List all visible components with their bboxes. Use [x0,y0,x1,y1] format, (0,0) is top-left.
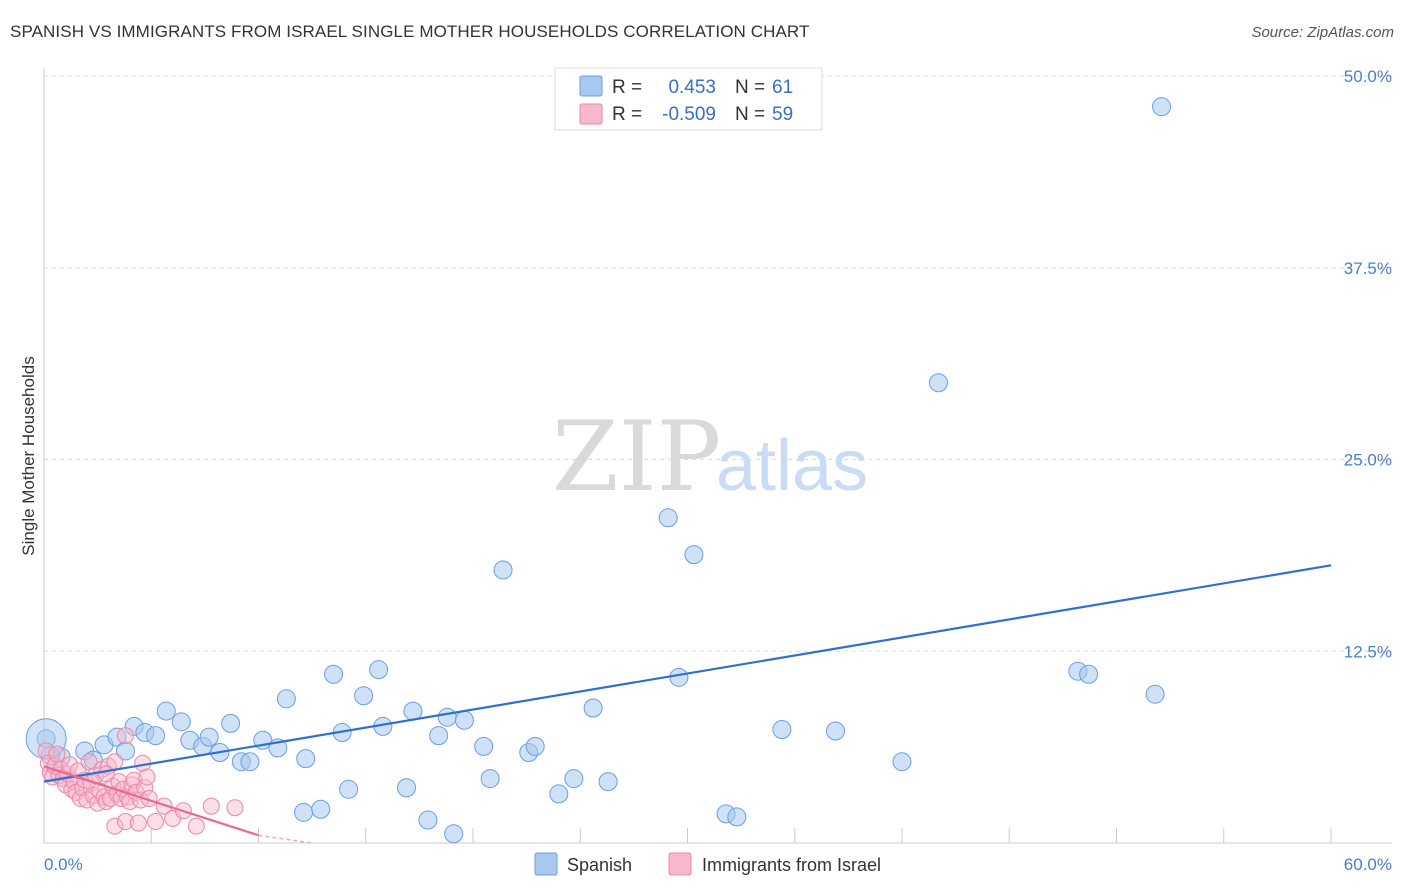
trendlines [43,564,1332,844]
data-point [187,817,205,835]
data-point [146,726,166,746]
bottom-legend-label-spanish: Spanish [567,855,632,875]
data-point [83,750,103,770]
data-point [474,736,494,756]
data-point [138,768,156,786]
data-point [397,778,417,798]
axes [43,68,1392,844]
data-point [658,508,678,528]
data-point [97,765,115,783]
trendline-spanish [43,564,1332,783]
legend-r-label-2: R = [612,104,642,125]
data-point [684,545,704,565]
data-point [156,701,176,721]
legend-r-value-2: -0.509 [662,104,716,125]
data-point [564,769,584,789]
data-point [583,698,603,718]
data-point [116,741,136,761]
data-point [418,810,438,830]
legend-n-label-1: N = [735,77,765,98]
watermark-atlas: atlas [716,426,868,506]
data-point [354,686,374,706]
data-point [493,560,513,580]
bottom-legend-swatch-spanish [534,852,558,876]
legend-n-value-2: 59 [772,104,793,125]
data-point [429,726,449,746]
watermark: ZIP atlas [552,401,868,513]
data-point [202,797,220,815]
x-axis-ticks [43,828,1332,843]
data-point [727,807,747,827]
y-axis-label: Single Mother Households [19,356,38,555]
legend-r-label-1: R = [612,77,642,98]
legend-swatch-spanish [579,75,603,97]
trendline-israel-extension [258,834,313,844]
data-point [147,813,165,831]
data-point [106,817,124,835]
bottom-legend-swatch-israel [668,852,692,876]
data-point [123,776,141,794]
y-tick-labels: 12.5% 25.0% 37.5% 50.0% [1344,67,1392,661]
series-spanish-points [25,97,1172,844]
data-point [71,790,89,808]
watermark-zip: ZIP [552,401,721,513]
y-tick-label: 50.0% [1344,67,1392,86]
data-point [61,756,79,774]
data-point [339,779,359,799]
data-point [276,689,296,709]
data-point [107,727,127,747]
data-point [1145,684,1165,704]
data-point [117,813,135,831]
data-point [598,772,618,792]
data-point [240,752,260,772]
data-point [80,753,98,771]
data-point [221,713,241,733]
data-point [226,799,244,817]
trendline-israel [43,765,259,837]
data-point [525,736,545,756]
data-point [403,701,423,721]
data-point [155,797,173,815]
data-point [296,749,316,769]
data-point [826,721,846,741]
data-point [129,814,147,832]
data-point [437,707,457,727]
data-point [480,769,500,789]
legend-swatch-israel [579,103,603,125]
data-point [369,660,389,680]
data-point [1152,97,1172,117]
data-point [454,710,474,730]
chart-title: SPANISH VS IMMIGRANTS FROM ISRAEL SINGLE… [10,22,810,41]
legend: R = 0.453 N = 61 R = -0.509 N = 59 [554,67,823,131]
y-tick-label: 37.5% [1344,259,1392,278]
data-point [136,779,154,797]
source-label: Source: ZipAtlas.com [1251,24,1394,41]
x-tick-label-max: 60.0% [1344,855,1392,874]
data-point [928,373,948,393]
legend-n-label-2: N = [735,104,765,125]
grid-lines [44,75,1392,652]
data-point [1079,664,1099,684]
y-tick-label: 25.0% [1344,451,1392,470]
y-tick-label: 12.5% [1344,642,1392,661]
legend-r-value-1: 0.453 [668,77,716,98]
data-point [772,719,792,739]
bottom-legend: Spanish Immigrants from Israel [534,852,881,876]
data-point [311,799,331,819]
data-point [294,802,314,822]
data-point [48,745,66,763]
x-tick-label-min: 0.0% [44,855,83,874]
data-point [444,824,464,844]
data-point [199,727,219,747]
data-point [171,712,191,732]
data-point [892,752,912,772]
legend-n-value-1: 61 [772,77,793,98]
data-point [669,667,689,687]
data-point [324,664,344,684]
bottom-legend-label-israel: Immigrants from Israel [702,855,881,875]
data-point [117,727,135,745]
data-point [549,784,569,804]
